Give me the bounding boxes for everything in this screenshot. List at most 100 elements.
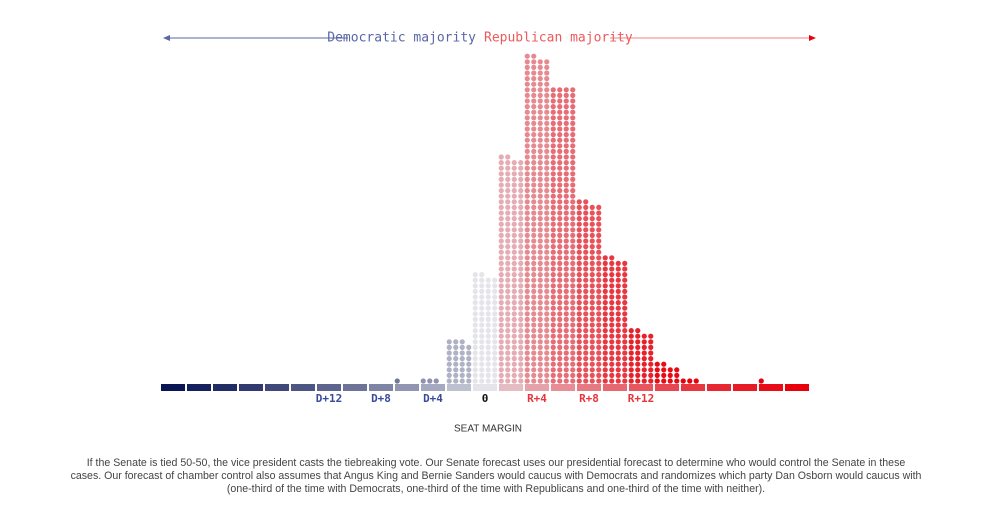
dot: [511, 378, 517, 384]
dot: [557, 115, 563, 121]
dot: [602, 361, 608, 367]
axis-segment: [473, 384, 497, 391]
dot: [557, 322, 563, 328]
dot: [505, 255, 511, 261]
dot: [557, 283, 563, 289]
dot: [570, 92, 576, 98]
dot: [498, 266, 504, 272]
dot: [544, 311, 550, 317]
dot: [570, 249, 576, 255]
dot: [576, 221, 582, 227]
dot: [615, 378, 621, 384]
dot: [544, 120, 550, 126]
dot: [570, 350, 576, 356]
dot: [518, 367, 524, 373]
axis-segment: [369, 384, 393, 391]
dot: [531, 238, 537, 244]
dot: [570, 344, 576, 350]
dot: [544, 277, 550, 283]
dot: [537, 255, 543, 261]
dot: [524, 221, 530, 227]
dot: [537, 322, 543, 328]
dot: [550, 339, 556, 345]
dot: [615, 294, 621, 300]
dot: [505, 210, 511, 216]
dot: [622, 339, 628, 345]
dot: [576, 249, 582, 255]
dot: [518, 188, 524, 194]
dot: [550, 272, 556, 278]
dot: [550, 356, 556, 362]
dot: [511, 322, 517, 328]
dot: [537, 367, 543, 373]
dot: [654, 367, 660, 373]
dot: [446, 350, 452, 356]
dot: [609, 339, 615, 345]
dot: [550, 344, 556, 350]
dot: [544, 98, 550, 104]
dot: [472, 378, 478, 384]
dot: [537, 204, 543, 210]
dot: [537, 333, 543, 339]
dot: [576, 316, 582, 322]
republican-arrowhead: [809, 35, 816, 41]
dot: [602, 356, 608, 362]
dot: [622, 333, 628, 339]
dot: [589, 305, 595, 311]
dot: [557, 199, 563, 205]
dot: [609, 378, 615, 384]
dot: [550, 216, 556, 222]
dot: [576, 294, 582, 300]
dot: [550, 350, 556, 356]
dot: [544, 344, 550, 350]
dot: [518, 216, 524, 222]
dot: [531, 260, 537, 266]
dot: [615, 311, 621, 317]
dot: [453, 378, 459, 384]
dot: [511, 244, 517, 250]
dot: [518, 160, 524, 166]
dot: [609, 316, 615, 322]
dot: [537, 227, 543, 233]
dot: [479, 272, 485, 278]
dot: [648, 344, 654, 350]
dot: [576, 288, 582, 294]
dot: [524, 92, 530, 98]
dot: [492, 339, 498, 345]
dot: [485, 288, 491, 294]
dot: [550, 165, 556, 171]
dot: [596, 316, 602, 322]
x-axis-label: SEAT MARGIN: [454, 424, 522, 435]
dot: [570, 316, 576, 322]
dot: [524, 232, 530, 238]
dot: [511, 188, 517, 194]
dot: [479, 277, 485, 283]
dot: [570, 277, 576, 283]
dot: [563, 193, 569, 199]
dot: [524, 148, 530, 154]
dot: [531, 137, 537, 143]
dot: [537, 266, 543, 272]
dot: [531, 361, 537, 367]
dot: [550, 204, 556, 210]
dot: [511, 283, 517, 289]
dot: [511, 221, 517, 227]
dot: [524, 272, 530, 278]
dot: [557, 92, 563, 98]
dot: [531, 160, 537, 166]
dot: [492, 333, 498, 339]
dot: [544, 176, 550, 182]
dot: [485, 300, 491, 306]
dot: [583, 328, 589, 334]
dot: [563, 372, 569, 378]
dot: [544, 70, 550, 76]
axis-segment: [161, 384, 185, 391]
dot: [537, 188, 543, 194]
dot: [524, 165, 530, 171]
dot: [518, 176, 524, 182]
dot: [589, 316, 595, 322]
dot: [570, 210, 576, 216]
dot: [472, 283, 478, 289]
dot: [570, 120, 576, 126]
dot: [557, 238, 563, 244]
